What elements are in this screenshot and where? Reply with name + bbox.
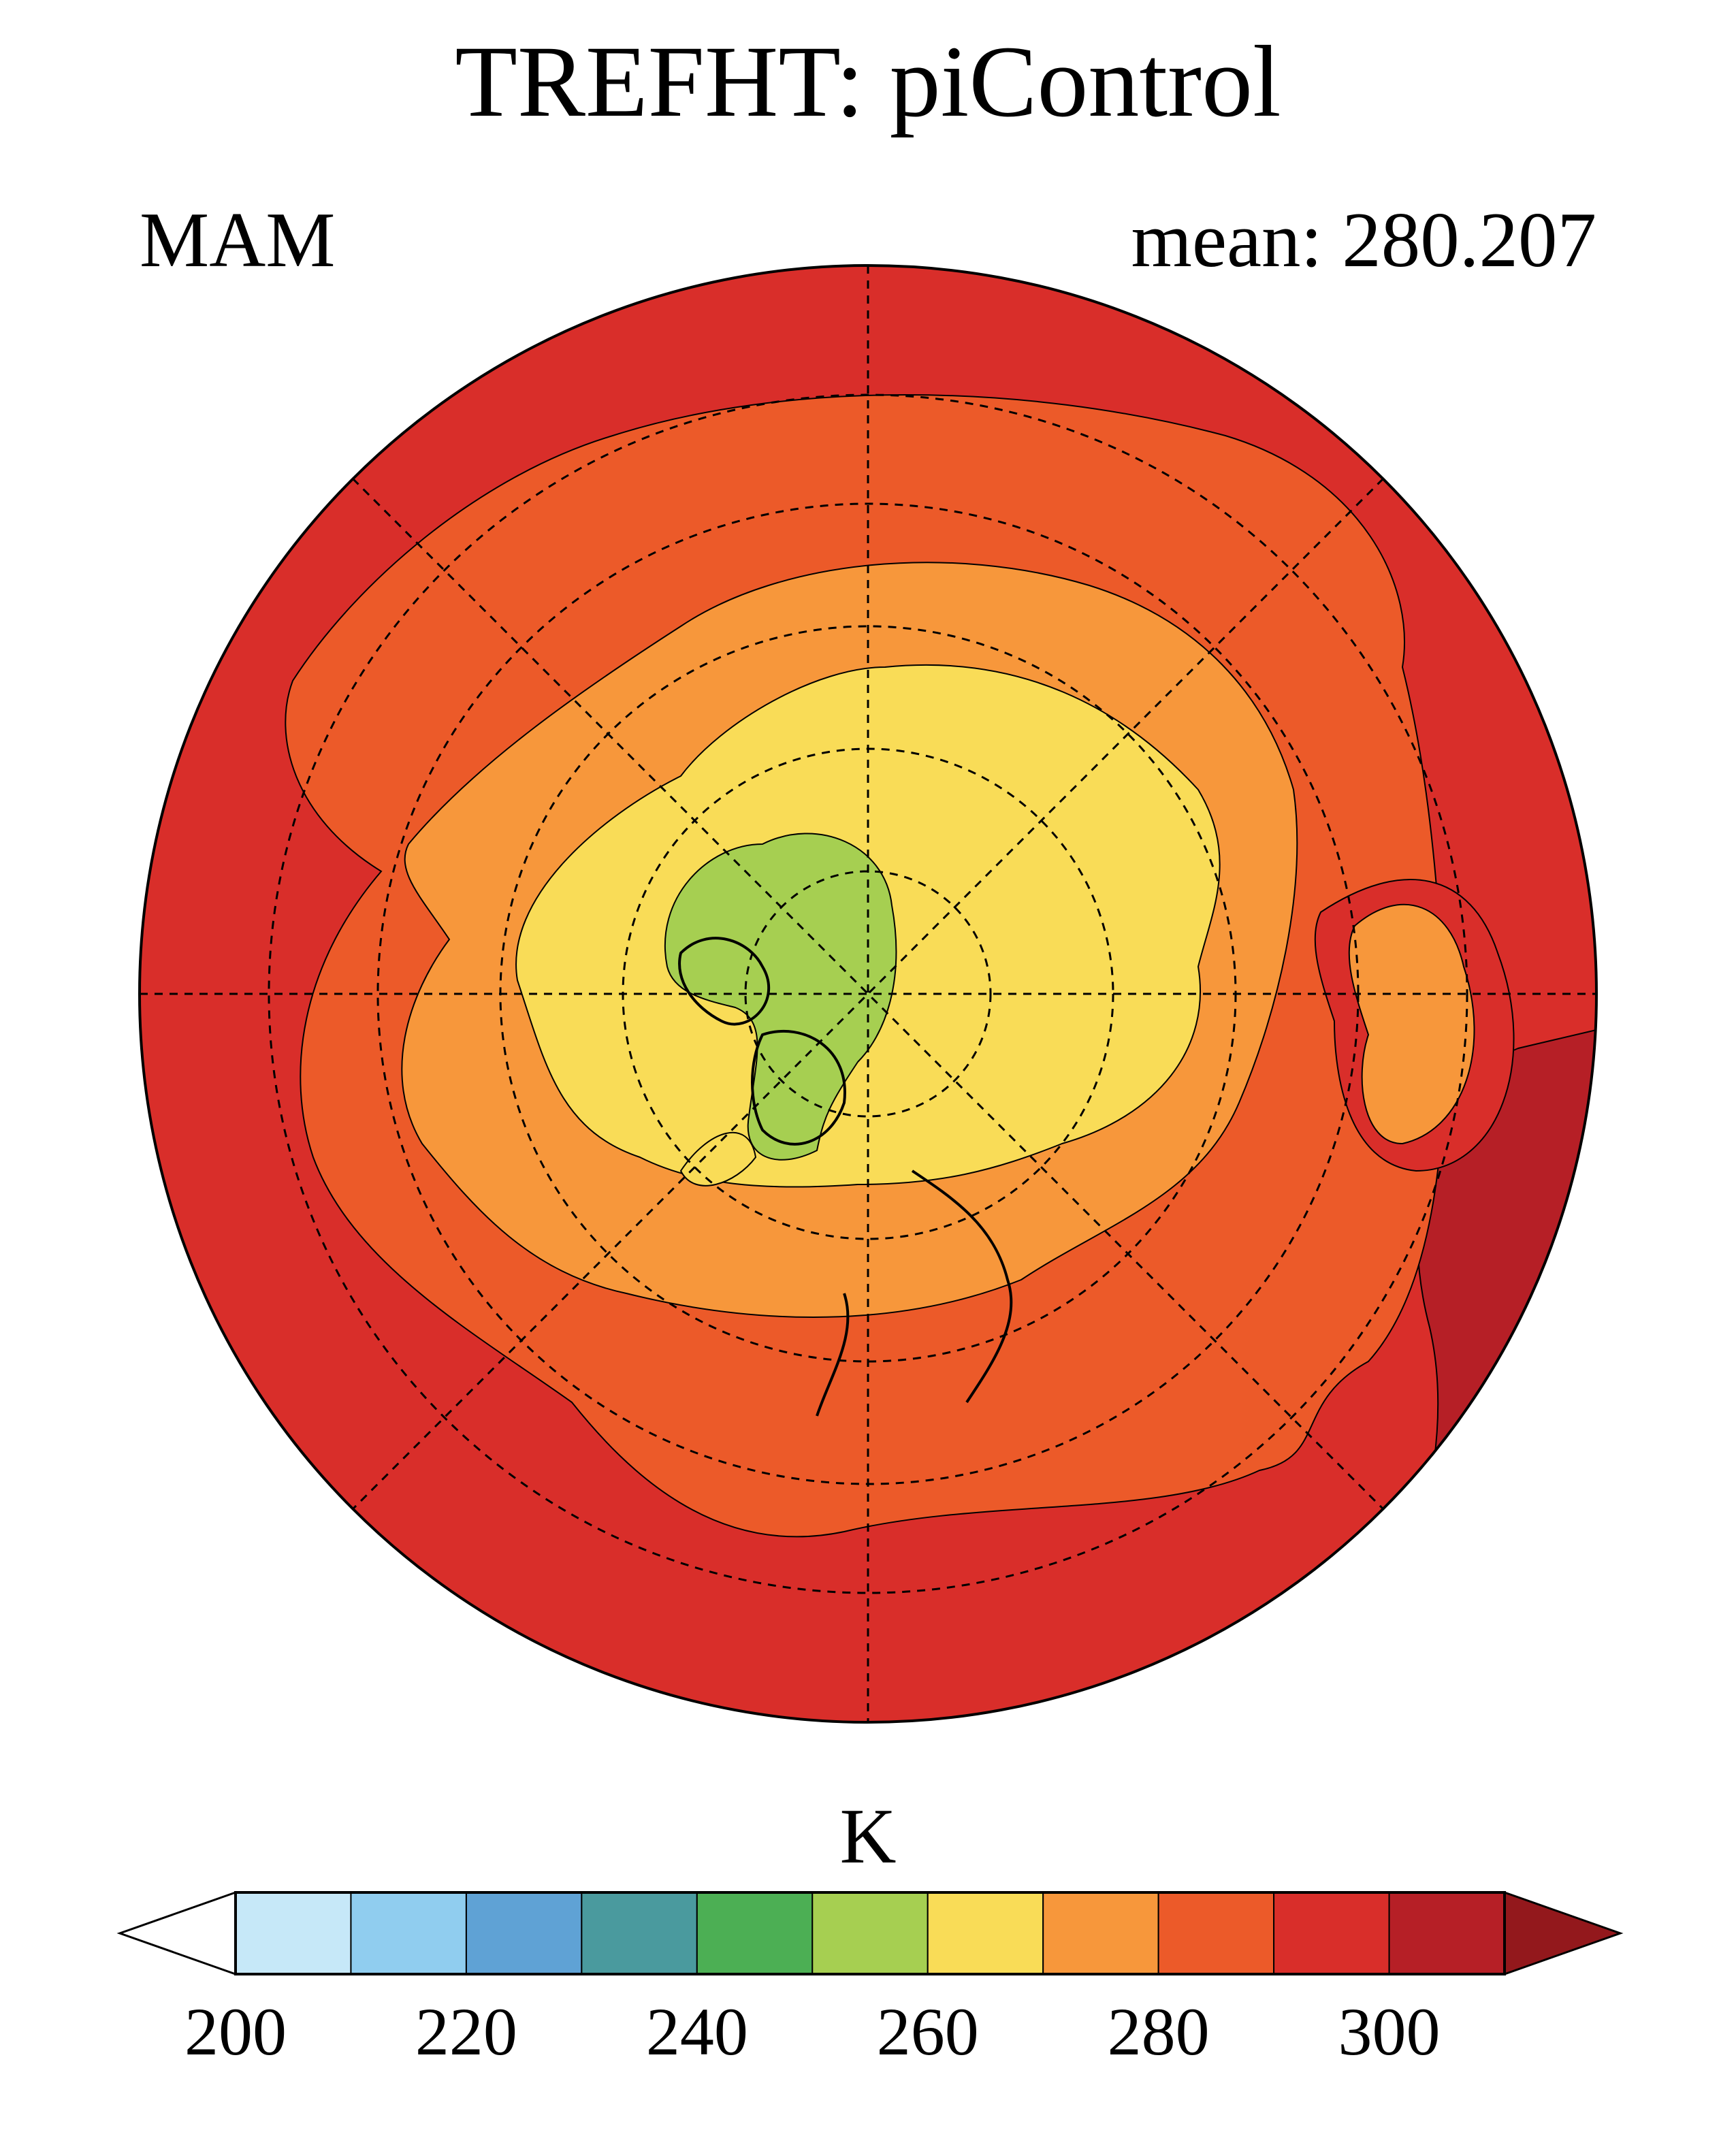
colorbar-tick-label: 200: [184, 1994, 287, 2069]
colorbar-bin-300-310: [1388, 1892, 1505, 1975]
mean-label: mean: 280.207: [1131, 197, 1597, 283]
map-border: [138, 264, 1598, 1724]
colorbar-frame: [234, 1891, 1506, 1975]
chart-title: TREFHT: piControl: [455, 25, 1281, 138]
latitude-circle: [268, 393, 1468, 1594]
colorbar-bin-210-220: [350, 1892, 467, 1975]
meridian-line: [351, 477, 1385, 1511]
colorbar-bin-280-290: [1157, 1892, 1275, 1975]
band-270-280-east-region: [1348, 903, 1475, 1145]
colorbar-units-label: K: [839, 1793, 897, 1879]
colorbar-tick-label: 300: [1338, 1994, 1441, 2069]
colorbar-above-triangle: [1503, 1890, 1624, 1976]
colorbar-bin-230-240: [581, 1892, 698, 1975]
season-label: MAM: [140, 197, 336, 283]
colorbar-below-triangle: [116, 1890, 237, 1976]
colorbar-tick-label: 240: [645, 1994, 748, 2069]
colorbar-tick-label: 260: [876, 1994, 979, 2069]
greenland-coast: [678, 937, 846, 1146]
colorbar-bin-220-230: [465, 1892, 583, 1975]
colorbar-tick-label: 220: [415, 1994, 517, 2069]
colorbar-bin-200-210: [235, 1892, 352, 1975]
colorbar-bin-290-300: [1273, 1892, 1390, 1975]
colorbar-bin-270-280: [1042, 1892, 1159, 1975]
colorbar-tick-label: 280: [1107, 1994, 1210, 2069]
colorbar-bin-240-250: [696, 1892, 814, 1975]
colorbar: [116, 1890, 1624, 1976]
colorbar-bin-260-270: [927, 1892, 1044, 1975]
graticule: [140, 265, 1596, 1722]
band-250-260-region: [664, 833, 897, 1161]
coastlines: [678, 937, 1013, 1417]
europe-coast: [816, 1169, 1013, 1417]
meridian-line: [351, 477, 1385, 1511]
colorbar-bin-250-260: [811, 1892, 929, 1975]
